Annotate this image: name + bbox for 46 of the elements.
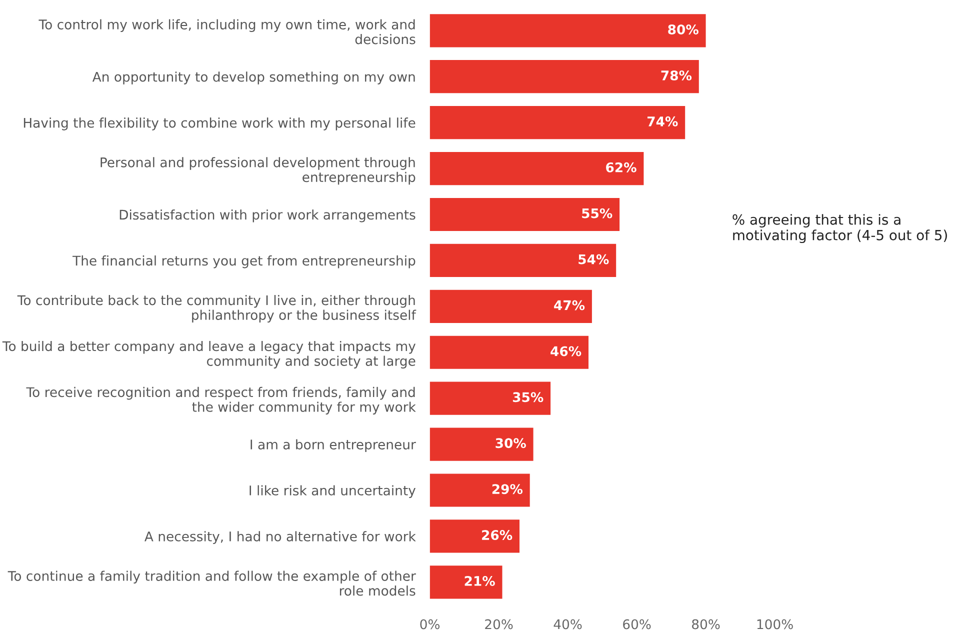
data-label: 78% bbox=[661, 70, 692, 80]
data-label: 26% bbox=[482, 530, 512, 540]
bar bbox=[430, 244, 616, 277]
y-tick-label: To receive recognition and respect from friends, family and the wider community for my work bbox=[26, 386, 416, 414]
bar bbox=[430, 336, 588, 369]
data-label: 80% bbox=[668, 24, 698, 34]
y-tick-label: Having the flexibility to combine work with my personal life bbox=[24, 118, 416, 130]
data-label: 30% bbox=[496, 438, 526, 448]
y-tick-label: I am a born entrepreneur bbox=[250, 439, 416, 452]
x-tick-label: 60% bbox=[623, 619, 651, 630]
bar bbox=[430, 198, 620, 232]
data-label: 62% bbox=[606, 162, 636, 172]
y-tick-label: To contribute back to the community I live in, either through philanthropy or the business itself bbox=[17, 295, 416, 323]
x-tick-label: 80% bbox=[692, 619, 720, 630]
x-tick-label: 40% bbox=[554, 619, 582, 630]
bar bbox=[430, 290, 592, 323]
data-label: 29% bbox=[492, 484, 523, 494]
x-tick-label: 20% bbox=[485, 619, 513, 630]
y-tick-label: An opportunity to develop something on my own bbox=[92, 72, 415, 84]
bar bbox=[430, 60, 699, 94]
bar bbox=[430, 152, 644, 186]
y-tick-label: Dissatisfaction with prior work arrangements bbox=[120, 209, 416, 222]
data-label: 54% bbox=[578, 254, 609, 264]
data-label: 55% bbox=[582, 208, 612, 218]
y-tick-label: Personal and professional development through entrepreneurship bbox=[100, 157, 416, 185]
data-label: 46% bbox=[550, 346, 582, 356]
bar bbox=[430, 520, 520, 553]
data-label: 47% bbox=[554, 300, 585, 310]
y-tick-label: I like risk and uncertainty bbox=[250, 485, 416, 498]
annotation: % agreeing that this is a motivating factor (4-5 out of 5) bbox=[732, 214, 947, 244]
x-tick-label: 100% bbox=[757, 619, 793, 630]
y-tick-label: To continue a family tradition and follow the example of other role models bbox=[8, 570, 416, 596]
y-tick-label: To build a better company and leave a legacy that impacts my community and society at large bbox=[2, 340, 416, 369]
y-tick-label: To control my work life, including my own time, work and decisions bbox=[38, 19, 416, 44]
bar bbox=[430, 474, 530, 507]
bar bbox=[430, 428, 534, 461]
bar bbox=[430, 566, 502, 599]
bar bbox=[430, 106, 686, 140]
data-label: 21% bbox=[464, 576, 495, 586]
y-tick-label: A necessity, I had no alternative for work bbox=[144, 531, 416, 544]
bar bbox=[430, 382, 551, 415]
x-tick-label: 0% bbox=[420, 619, 440, 630]
bar bbox=[430, 14, 706, 48]
data-label: 74% bbox=[647, 116, 678, 126]
y-tick-label: The financial returns you get from entrepreneurship bbox=[72, 255, 416, 268]
data-label: 35% bbox=[512, 392, 544, 402]
